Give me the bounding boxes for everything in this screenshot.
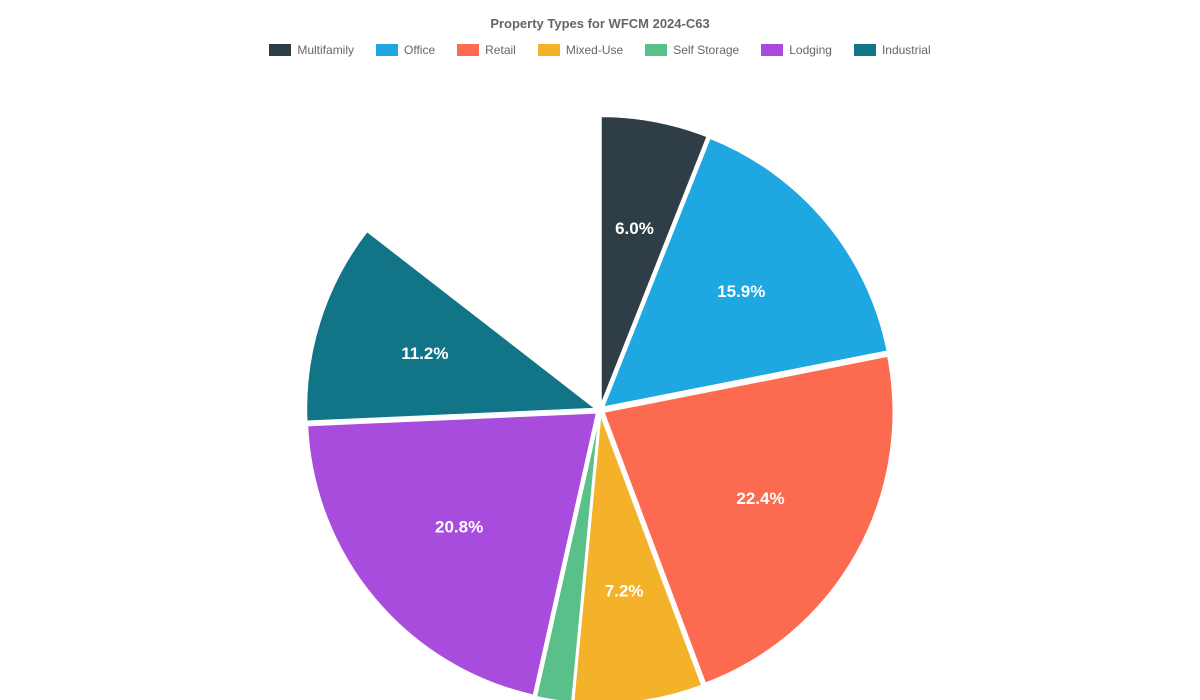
legend-swatch xyxy=(269,44,291,56)
legend-label: Self Storage xyxy=(673,43,739,57)
legend-swatch xyxy=(645,44,667,56)
pie-chart-area: 6.0% 15.9% 22.4% 7.2% 20.8% 11.2% xyxy=(0,70,1200,700)
legend-label: Lodging xyxy=(789,43,832,57)
legend-item-office[interactable]: Office xyxy=(376,43,435,57)
legend-item-mixed-use[interactable]: Mixed-Use xyxy=(538,43,623,57)
chart-title: Property Types for WFCM 2024-C63 xyxy=(0,0,1200,31)
pie-slice-label: 6.0% xyxy=(615,219,654,238)
legend-swatch xyxy=(538,44,560,56)
legend-label: Retail xyxy=(485,43,516,57)
legend-item-lodging[interactable]: Lodging xyxy=(761,43,832,57)
pie-svg: 6.0% 15.9% 22.4% 7.2% 20.8% 11.2% xyxy=(0,70,1200,700)
legend-label: Industrial xyxy=(882,43,931,57)
pie-slice-label: 11.2% xyxy=(401,344,448,363)
pie-slice-label: 20.8% xyxy=(435,518,483,537)
legend-label: Office xyxy=(404,43,435,57)
legend-swatch xyxy=(761,44,783,56)
legend-label: Multifamily xyxy=(297,43,354,57)
pie-slice-label: 15.9% xyxy=(717,282,765,301)
legend: Multifamily Office Retail Mixed-Use Self Sto… xyxy=(0,43,1200,57)
legend-item-self-storage[interactable]: Self Storage xyxy=(645,43,739,57)
legend-swatch xyxy=(457,44,479,56)
pie-slice-label: 7.2% xyxy=(605,582,644,601)
legend-item-multifamily[interactable]: Multifamily xyxy=(269,43,354,57)
legend-item-industrial[interactable]: Industrial xyxy=(854,43,931,57)
legend-label: Mixed-Use xyxy=(566,43,623,57)
legend-swatch xyxy=(376,44,398,56)
legend-swatch xyxy=(854,44,876,56)
legend-item-retail[interactable]: Retail xyxy=(457,43,516,57)
pie-slice-label: 22.4% xyxy=(736,489,784,508)
chart-container: Property Types for WFCM 2024-C63 Multifa… xyxy=(0,0,1200,700)
